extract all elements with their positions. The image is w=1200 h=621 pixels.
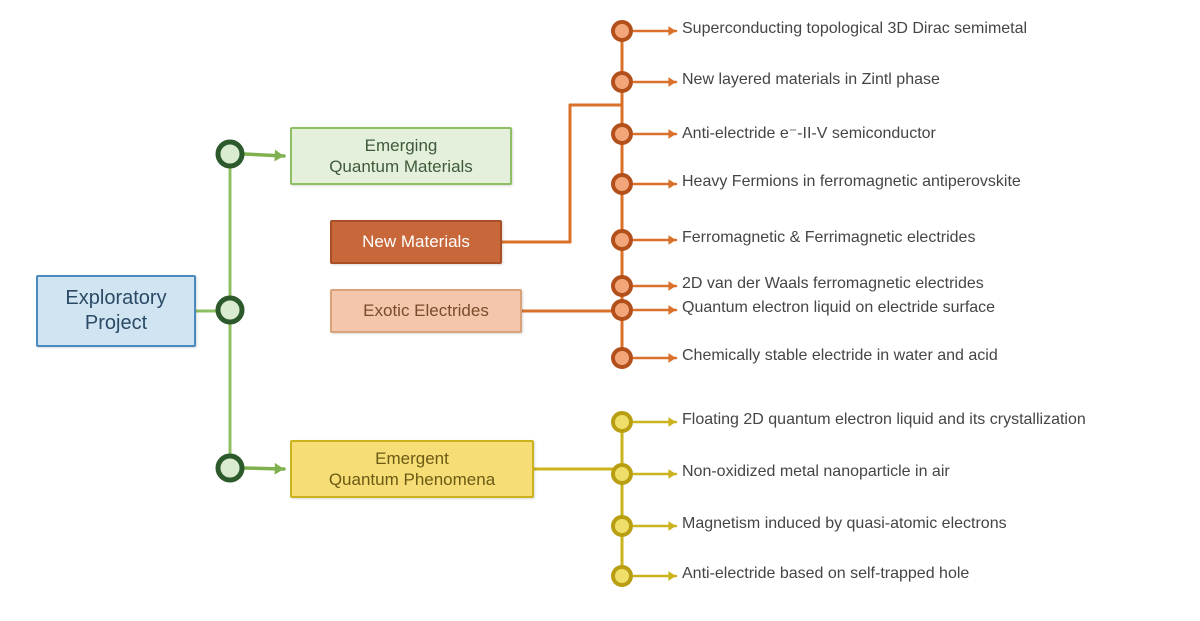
orange-item-3: Heavy Fermions in ferromagnetic antipero… <box>682 173 1021 191</box>
orange-item-4: Ferromagnetic & Ferrimagnetic electrides <box>682 229 975 247</box>
yellow-item-2: Magnetism induced by quasi-atomic electr… <box>682 515 1007 533</box>
orange-item-0: Superconducting topological 3D Dirac sem… <box>682 20 1027 38</box>
orange-item-2: Anti-electride e⁻-II-V semiconductor <box>682 123 936 143</box>
orange-item-5: 2D van der Waals ferromagnetic electride… <box>682 275 984 293</box>
yellow-item-0: Floating 2D quantum electron liquid and … <box>682 411 1086 429</box>
orange-item-1: New layered materials in Zintl phase <box>682 71 940 89</box>
branch-box-new-materials: New Materials <box>330 220 502 264</box>
yellow-item-1: Non-oxidized metal nanoparticle in air <box>682 463 950 481</box>
yellow-item-3: Anti-electride based on self-trapped hol… <box>682 565 969 583</box>
branch-box-emerging-materials: Emerging Quantum Materials <box>290 127 512 185</box>
root-box: Exploratory Project <box>36 275 196 347</box>
branch-box-emergent-phenomena: Emergent Quantum Phenomena <box>290 440 534 498</box>
branch-box-exotic-electrides: Exotic Electrides <box>330 289 522 333</box>
orange-item-7: Chemically stable electride in water and… <box>682 347 998 365</box>
orange-item-6: Quantum electron liquid on electride sur… <box>682 299 995 317</box>
